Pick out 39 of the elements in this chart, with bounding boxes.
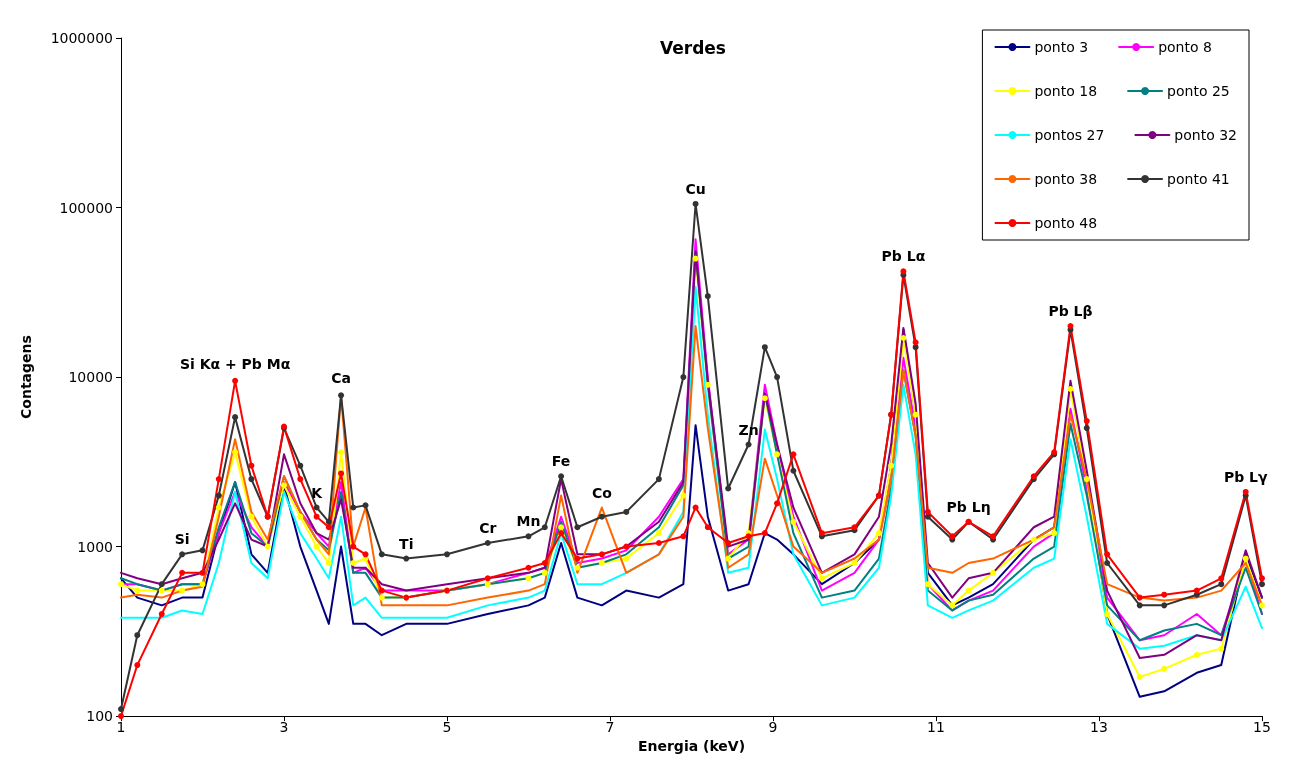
annotation: Cr [479, 519, 497, 536]
x-tick-label: 1 [116, 719, 126, 736]
x-tick-label: 15 [1253, 719, 1271, 736]
x-tick-label: 13 [1090, 719, 1108, 736]
x-tick-label: 11 [927, 719, 945, 736]
legend-label: ponto 25 [1167, 83, 1230, 99]
annotation: Mn [516, 513, 541, 530]
annotation: Ca [331, 370, 351, 387]
legend-label: ponto 18 [1034, 83, 1098, 99]
annotation: Si [174, 531, 190, 548]
legend-label: ponto 32 [1174, 127, 1238, 143]
y-tick-label: 1000000 [50, 30, 113, 46]
legend-label: ponto 41 [1167, 171, 1230, 187]
y-tick-label: 100 [86, 708, 113, 725]
y-axis-title: Contagens [18, 335, 34, 419]
annotation: Co [591, 484, 613, 501]
legend-label: ponto 3 [1034, 39, 1089, 55]
x-tick-label: 3 [279, 719, 289, 736]
annotation: Pb Lα [881, 248, 926, 265]
legend-label: pontos 27 [1034, 127, 1105, 143]
y-tick-label: 10000 [68, 369, 113, 386]
annotation: Pb Lη [946, 498, 991, 515]
annotation: Cu [685, 180, 706, 197]
annotation: Pb Lβ [1048, 303, 1093, 320]
annotation: Pb Lγ [1223, 468, 1268, 485]
annotation: Fe [551, 453, 571, 470]
y-tick-label: 1000 [77, 538, 113, 555]
annotation: Ti [399, 535, 414, 552]
chart-title: Verdes [660, 37, 726, 58]
x-tick-label: 9 [768, 719, 778, 736]
x-tick-label: 5 [442, 719, 452, 736]
x-axis-title: Energia (keV) [637, 738, 746, 754]
annotation: K [311, 484, 324, 501]
x-tick-label: 7 [605, 719, 615, 736]
annotation: Si Kα + Pb Mα [179, 355, 291, 372]
legend-label: ponto 38 [1034, 171, 1098, 187]
legend-label: ponto 8 [1158, 39, 1212, 55]
legend-label: ponto 48 [1034, 215, 1098, 231]
y-tick-label: 100000 [59, 199, 113, 216]
